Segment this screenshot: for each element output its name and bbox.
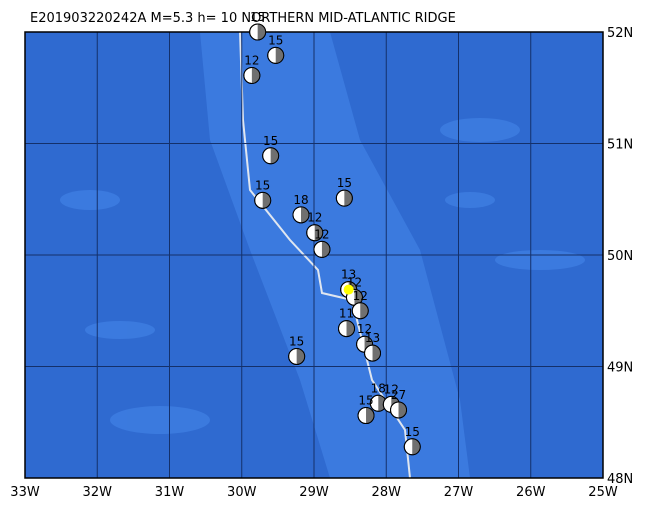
lon-label: 33W [10, 485, 40, 500]
depth-label: 12 [314, 227, 329, 241]
beachball [335, 189, 353, 207]
beachball [313, 240, 331, 258]
lon-label: 28W [372, 485, 402, 500]
lat-label: 52N [607, 26, 633, 41]
ball-quadrant [314, 224, 323, 241]
ball-outline [403, 438, 421, 456]
ball-quadrant [321, 241, 330, 258]
ball-quadrant [270, 147, 279, 164]
beachball [338, 320, 356, 338]
ball-outline [364, 344, 382, 362]
lon-label: 26W [516, 485, 546, 500]
depth-label: 18 [371, 381, 386, 395]
ball-outline [267, 46, 285, 64]
ball-outline [351, 302, 369, 320]
beachball [292, 206, 310, 224]
ball-outline [306, 224, 324, 242]
ball-quadrant [372, 345, 381, 362]
depth-label: 15 [289, 334, 304, 348]
beachball [403, 438, 421, 456]
lon-label: 30W [227, 485, 257, 500]
lat-label: 51N [607, 138, 633, 153]
depth-label: 12 [307, 211, 322, 225]
ball-outline [313, 240, 331, 258]
beachball [262, 147, 280, 165]
ball-quadrant [251, 67, 260, 84]
depth-label: 12 [353, 289, 368, 303]
depth-label: 27 [391, 388, 406, 402]
beachball [267, 46, 285, 64]
beachball [249, 23, 267, 41]
ball-outline [262, 147, 280, 165]
depth-label: 15 [358, 394, 373, 408]
ball-outline [243, 66, 261, 84]
beachball [364, 344, 382, 362]
ball-outline [335, 189, 353, 207]
depth-label: 13 [341, 268, 356, 282]
ball-outline [390, 401, 408, 419]
beachball [351, 302, 369, 320]
lon-label: 31W [155, 485, 185, 500]
ball-quadrant [360, 302, 369, 319]
depth-label: 15 [263, 134, 278, 148]
ball-quadrant [300, 206, 309, 223]
ball-quadrant [412, 438, 421, 455]
depth-label: 12 [357, 322, 372, 336]
beachball [243, 66, 261, 84]
ball-outline [357, 407, 375, 425]
ball-quadrant [275, 47, 284, 64]
depth-label: 15 [250, 10, 265, 24]
ball-quadrant [257, 24, 266, 40]
ball-outline [292, 206, 310, 224]
lon-label: 27W [444, 485, 474, 500]
ball-quadrant [354, 289, 363, 306]
ball-quadrant [262, 192, 271, 209]
beachball [390, 401, 408, 419]
ball-quadrant [366, 407, 375, 424]
title: E201903220242A M=5.3 h= 10 NORTHERN MID-… [30, 11, 456, 26]
depth-label: 15 [405, 425, 420, 439]
ball-outline [254, 191, 272, 209]
lat-label: 49N [607, 361, 633, 376]
ball-quadrant [398, 401, 407, 418]
ball-outline [288, 347, 306, 365]
frame [24, 31, 604, 479]
beachball [288, 347, 306, 365]
depth-label: 15 [268, 33, 283, 47]
lon-label: 25W [588, 485, 618, 500]
depth-label: 15 [337, 176, 352, 190]
beachball [369, 394, 387, 412]
beachball [306, 224, 324, 242]
depth-label: 13 [365, 331, 380, 345]
depth-label: 12 [384, 382, 399, 396]
depth-label: 12 [244, 53, 259, 67]
beachball [254, 191, 272, 209]
ball-quadrant [296, 348, 305, 365]
beachball [357, 407, 375, 425]
depth-label: 18 [293, 193, 308, 207]
depth-label: 11 [339, 307, 354, 321]
epicenter [343, 284, 354, 295]
lon-label: 29W [299, 485, 329, 500]
ball-outline [338, 320, 356, 338]
ball-quadrant [346, 320, 355, 337]
ball-outline [249, 23, 267, 41]
lon-label: 32W [83, 485, 113, 500]
ball-quadrant [344, 190, 353, 207]
depth-label: 15 [255, 178, 270, 192]
lat-label: 48N [607, 472, 633, 487]
lat-label: 50N [607, 249, 633, 264]
